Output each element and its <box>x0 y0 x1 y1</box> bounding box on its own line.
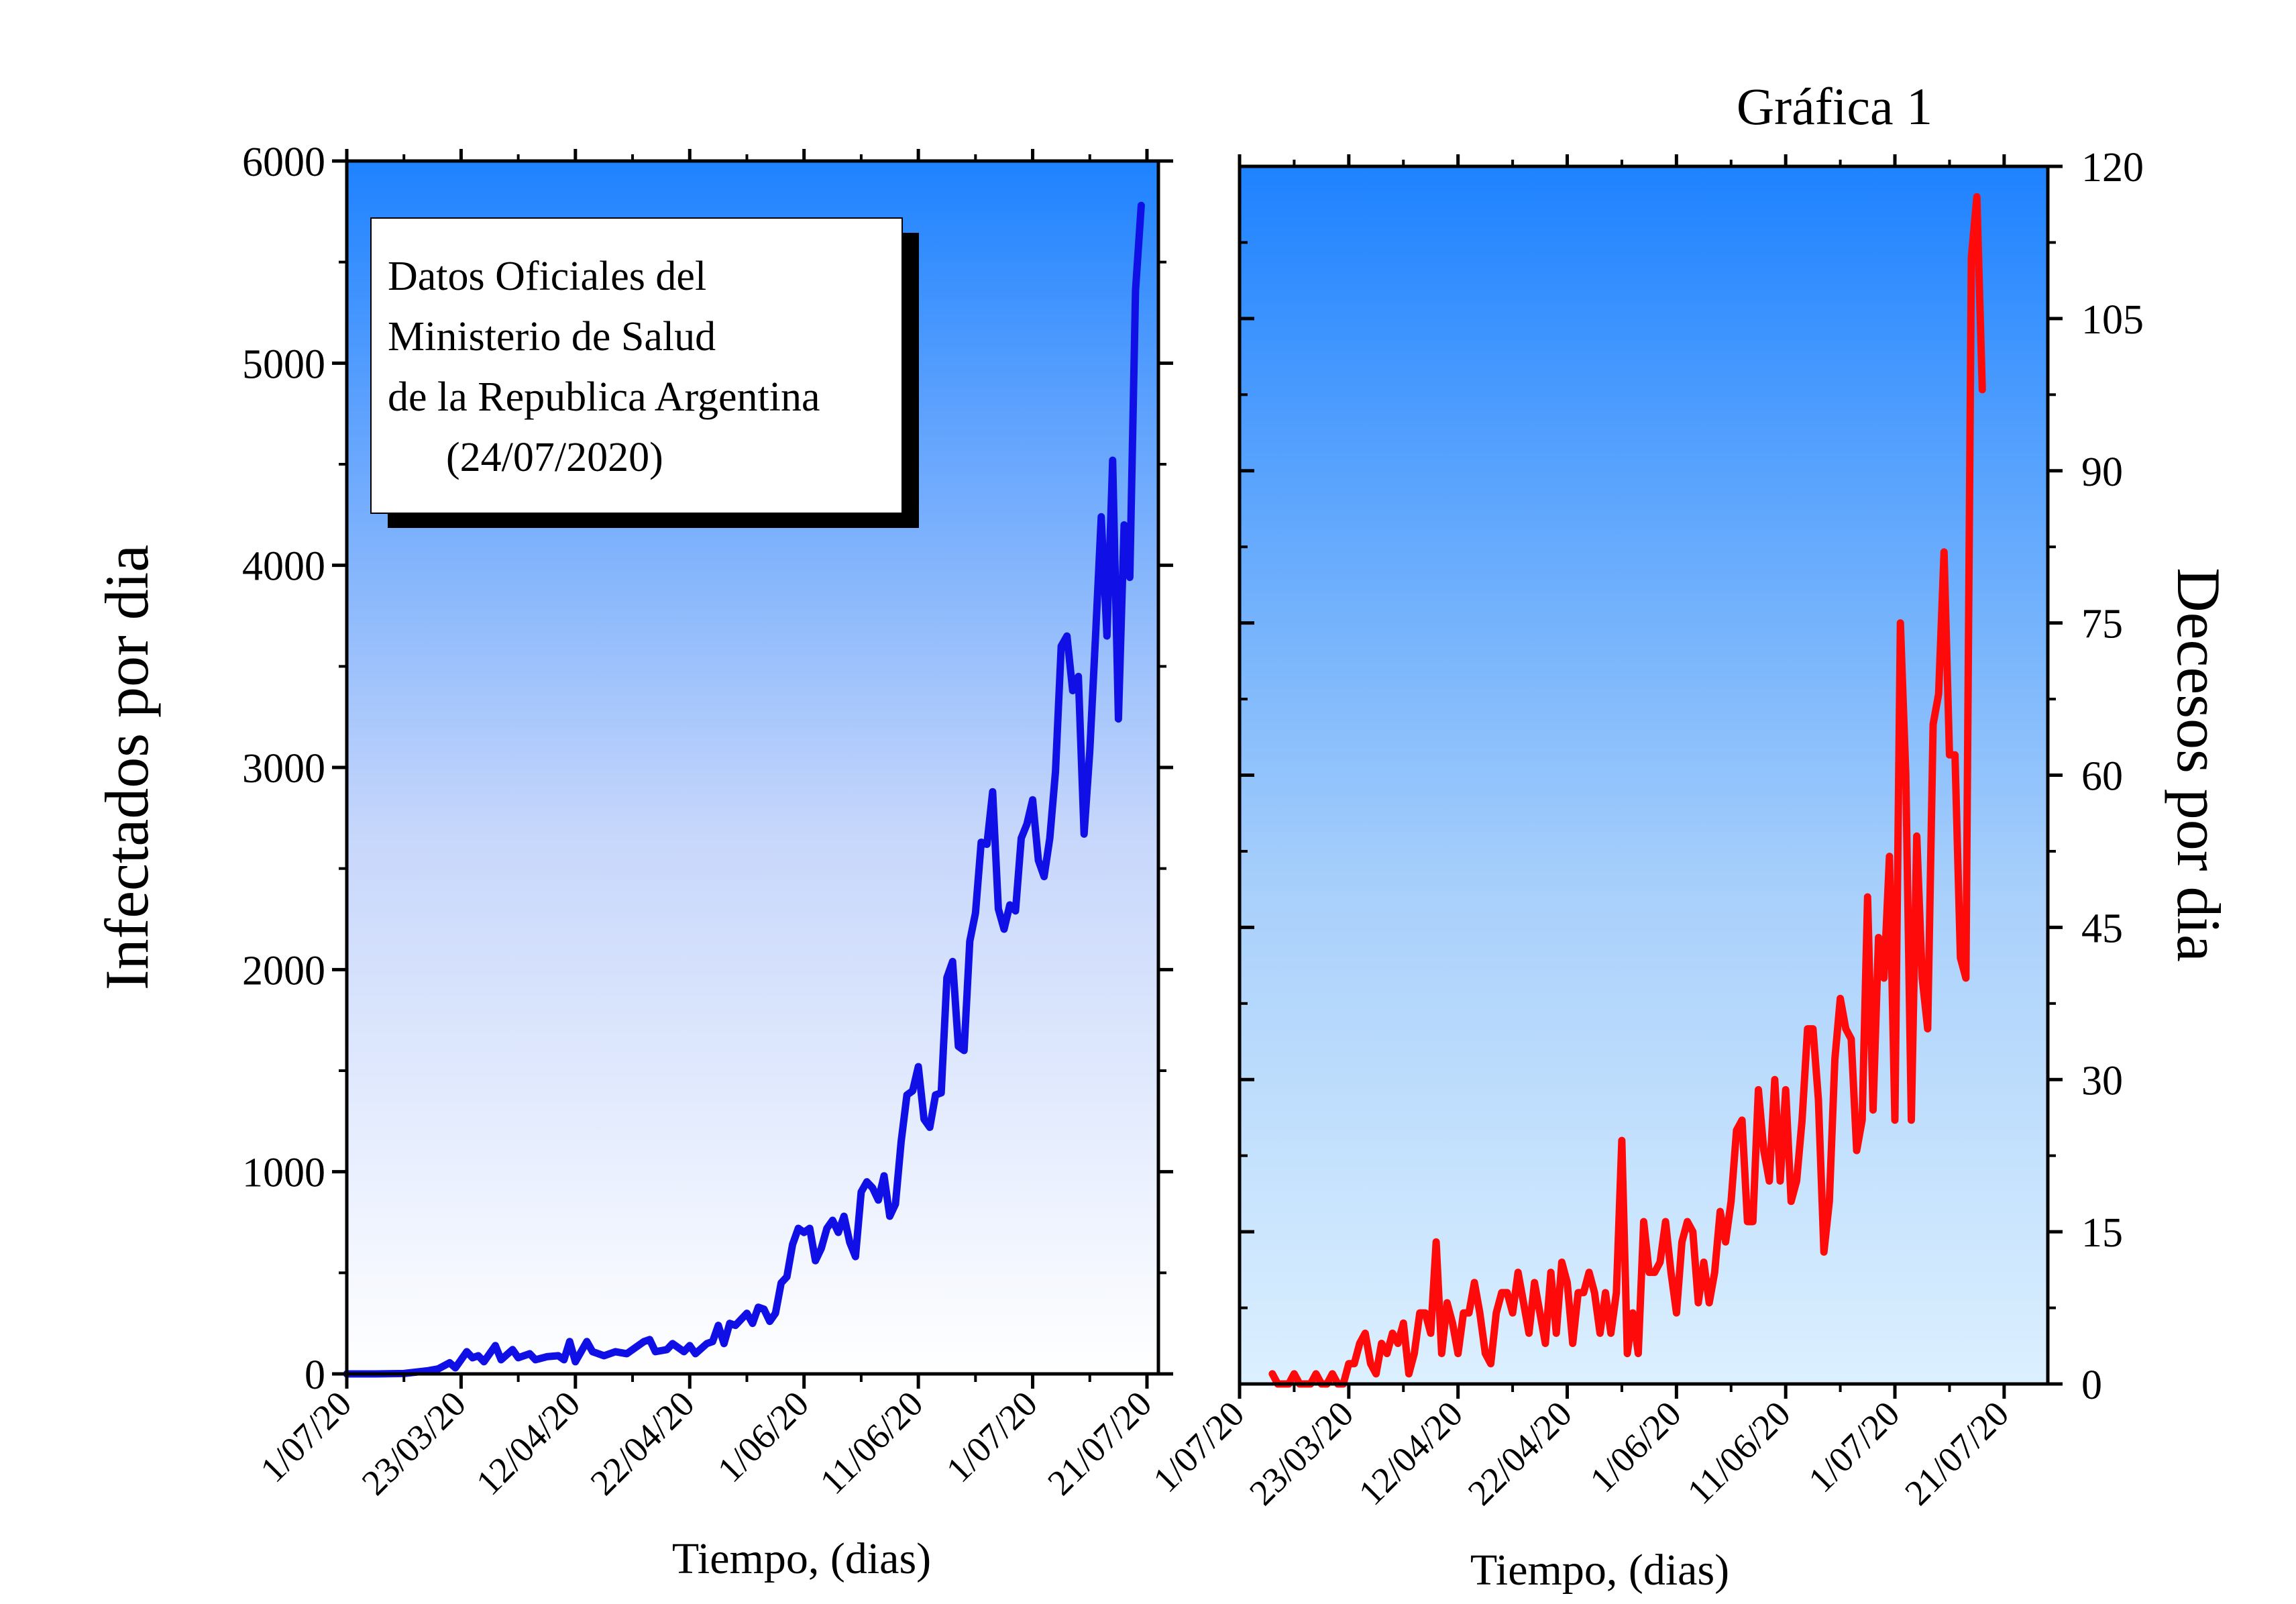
decesos-chart: 01530456075901051201/07/2023/03/2012/04/… <box>1145 145 2233 1595</box>
x-axis-label: Tiempo, (dias) <box>672 1534 931 1583</box>
plot-background <box>1240 166 2048 1384</box>
x-tick-label: 21/07/20 <box>1897 1393 2016 1513</box>
x-tick-label: 11/06/20 <box>812 1383 931 1502</box>
x-tick-label: 11/06/20 <box>1680 1393 1798 1512</box>
y-tick-label: 75 <box>2081 602 2123 647</box>
y-tick-label: 105 <box>2081 297 2144 343</box>
annotation-line-2: Ministerio de Salud <box>388 314 716 360</box>
y-axis-label: Decesos por dia <box>2165 568 2233 962</box>
y-tick-label: 90 <box>2081 449 2123 495</box>
annotation-box: Datos Oficiales del Ministerio de Salud … <box>370 217 919 528</box>
y-tick-label: 6000 <box>242 140 325 185</box>
x-tick-label: 23/03/20 <box>354 1383 474 1503</box>
series-line <box>1268 193 1986 1388</box>
annotation-line-3: de la Republica Argentina <box>388 374 820 420</box>
y-tick-label: 45 <box>2081 906 2123 951</box>
figure-title: Gráfica 1 <box>1737 77 1932 136</box>
y-axis-label: Infectados por dia <box>93 545 161 990</box>
y-tick-label: 60 <box>2081 754 2123 800</box>
y-tick-label: 3000 <box>242 746 325 792</box>
y-tick-label: 4000 <box>242 544 325 590</box>
y-tick-label: 15 <box>2081 1210 2123 1256</box>
x-tick-label: 12/04/20 <box>468 1383 588 1503</box>
x-tick-label: 1/06/20 <box>1582 1393 1689 1500</box>
y-tick-label: 30 <box>2081 1058 2123 1104</box>
x-tick-label: 1/07/20 <box>1145 1393 1252 1500</box>
x-tick-label: 1/07/20 <box>1800 1393 1907 1500</box>
x-tick-label: 12/04/20 <box>1351 1393 1470 1513</box>
annotation-panel <box>370 217 903 514</box>
y-tick-label: 2000 <box>242 948 325 994</box>
x-tick-label: 1/07/20 <box>938 1383 1045 1490</box>
y-tick-label: 1000 <box>242 1151 325 1196</box>
x-tick-label: 23/03/20 <box>1242 1393 1361 1513</box>
x-tick-label: 21/07/20 <box>1040 1383 1159 1503</box>
annotation-line-1: Datos Oficiales del <box>388 254 706 299</box>
infectados-chart: 01000200030004000500060001/07/2023/03/20… <box>93 140 1173 1583</box>
y-tick-label: 120 <box>2081 145 2144 191</box>
series-line <box>343 201 1145 1378</box>
x-tick-label: 22/04/20 <box>583 1383 702 1503</box>
series-layer <box>1268 193 1986 1388</box>
y-tick-label: 0 <box>305 1352 325 1398</box>
y-tick-label: 0 <box>2081 1362 2102 1408</box>
annotation-line-4: (24/07/2020) <box>446 435 663 480</box>
series-layer <box>343 201 1145 1378</box>
x-tick-label: 22/04/20 <box>1460 1393 1580 1513</box>
x-tick-label: 1/06/20 <box>710 1383 816 1490</box>
x-tick-label: 1/07/20 <box>252 1383 359 1490</box>
x-axis-label: Tiempo, (dias) <box>1470 1546 1729 1595</box>
y-tick-label: 5000 <box>242 341 325 387</box>
